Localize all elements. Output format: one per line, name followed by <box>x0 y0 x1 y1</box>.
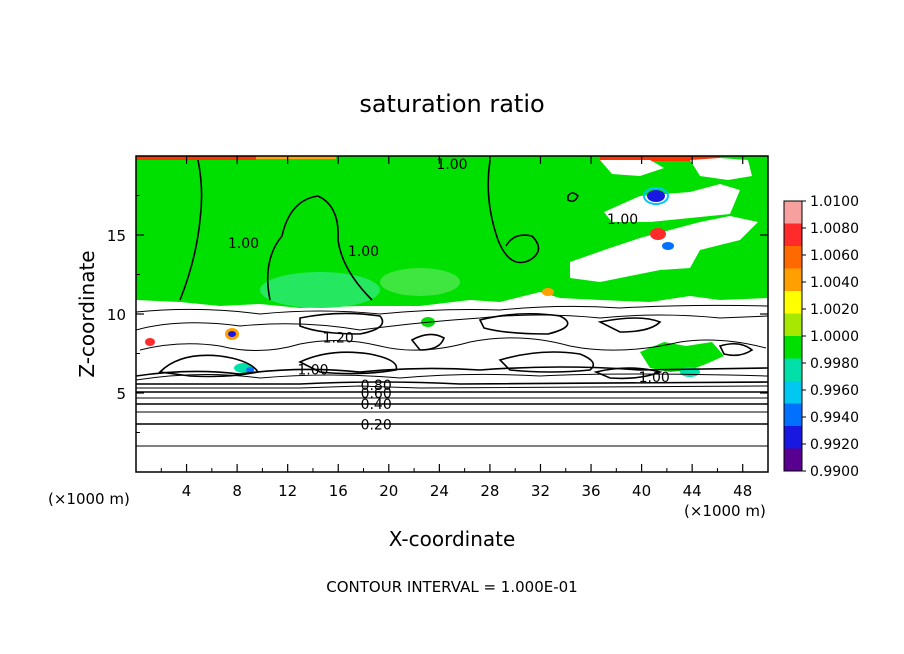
colorbar-label: 0.9980 <box>810 356 859 372</box>
red-speck-1 <box>650 228 666 240</box>
blue-speck-4 <box>246 367 254 373</box>
colorbar-swatch <box>784 403 802 427</box>
x-tick-label: 4 <box>182 482 192 500</box>
y-tick-label: 15 <box>107 227 126 245</box>
contour-line <box>593 367 663 380</box>
contour-interval-note: CONTOUR INTERVAL = 1.000E-01 <box>326 578 577 596</box>
top-edge-orange <box>256 156 336 159</box>
white-patch-2 <box>570 216 758 282</box>
contour-line <box>299 312 384 335</box>
colorbar-swatch <box>784 268 802 292</box>
colorbar-swatch <box>784 448 802 472</box>
colorbar-label: 0.9900 <box>810 464 859 480</box>
red-speck-2 <box>145 338 155 346</box>
colorbar-swatch <box>784 426 802 449</box>
colorbar-swatch <box>784 336 802 359</box>
contour-label: 1.00 <box>348 244 379 260</box>
colorbar-label: 1.0060 <box>810 248 859 264</box>
white-patch-1 <box>604 184 740 222</box>
contour-label: 0.60 <box>361 386 392 402</box>
x-axis: 4 8 12 16 20 24 28 32 36 40 44 48 <box>160 156 752 500</box>
contour-line <box>136 385 768 389</box>
x-tick-label: 32 <box>531 482 550 500</box>
y-axis: 5 10 15 <box>107 195 768 433</box>
x-tick-label: 28 <box>480 482 499 500</box>
x-tick-label: 12 <box>278 482 297 500</box>
x-tick-label: 8 <box>232 482 242 500</box>
plot-fill-layer <box>136 156 768 447</box>
contour-line <box>410 333 445 351</box>
colorbar-label: 1.0040 <box>810 275 859 291</box>
colorbar-swatch <box>784 201 802 224</box>
contour-line <box>718 342 754 357</box>
contour-line <box>597 317 662 333</box>
colorbar-swatch <box>784 381 802 404</box>
colorbar-label: 0.9940 <box>810 410 859 426</box>
light-green-patch-2 <box>380 268 460 296</box>
contour-line <box>136 381 768 385</box>
colorbar-swatch <box>784 358 802 382</box>
colorbar-label: 1.0020 <box>810 302 859 318</box>
contour-label: 1.00 <box>228 236 259 252</box>
contour-line <box>266 195 373 301</box>
colorbar-label: 0.9960 <box>810 383 859 399</box>
colorbar: 1.0100 1.0080 1.0060 1.0040 1.0020 1.0000 0.99… <box>783 194 859 480</box>
x-tick-label: 24 <box>430 482 449 500</box>
contour-line <box>136 314 768 331</box>
contour-label: 1.00 <box>639 370 670 386</box>
x-tick-label: 16 <box>329 482 348 500</box>
green-cluster-lower-right <box>640 342 724 372</box>
contour-line <box>158 354 260 378</box>
contour-label: 0.40 <box>361 397 392 413</box>
contour-labels: 1.00 1.00 1.00 1.00 1.20 1.00 1.00 0.800.600.40… <box>228 157 670 434</box>
orange-speck-2 <box>542 288 554 296</box>
contour-line <box>487 159 540 264</box>
contour-line <box>179 159 203 301</box>
x-tick-label: 48 <box>733 482 752 500</box>
colorbar-swatch <box>784 313 802 337</box>
contour-line <box>136 304 768 315</box>
white-patch-3 <box>690 158 752 180</box>
contour-line <box>478 312 569 335</box>
colorbar-label: 1.0100 <box>810 194 859 210</box>
blue-speck-3 <box>228 331 236 337</box>
y-axis-label: Z-coordinate <box>75 250 99 377</box>
cyan-speck-1 <box>643 187 669 205</box>
contour-line <box>136 366 768 377</box>
x-tick-label: 44 <box>683 482 702 500</box>
x-unit-left: (×1000 m) <box>48 490 130 508</box>
x-axis-label: X-coordinate <box>389 527 516 551</box>
colorbar-label: 1.0000 <box>810 329 859 345</box>
chart-title: saturation ratio <box>359 90 544 118</box>
colorbar-swatch <box>784 246 802 269</box>
blue-speck-1 <box>647 190 665 202</box>
top-edge-red-right <box>600 156 720 161</box>
top-edge-red <box>136 156 256 160</box>
contour-label: 0.20 <box>361 418 392 434</box>
colorbar-swatch <box>784 291 802 314</box>
y-tick-label: 5 <box>116 385 126 403</box>
contour-line <box>498 351 595 373</box>
contour-line <box>298 351 398 375</box>
contour-label: 0.80 <box>361 378 392 394</box>
contour-lines <box>136 159 768 447</box>
contour-label: 1.00 <box>607 212 638 228</box>
x-tick-label: 36 <box>581 482 600 500</box>
contour-label: 1.00 <box>297 362 328 378</box>
y-tick-label: 10 <box>107 306 126 324</box>
colorbar-label: 0.9920 <box>810 437 859 453</box>
colorbar-swatch <box>784 223 802 247</box>
colorbar-label: 1.0080 <box>810 221 859 237</box>
contour-label: 1.00 <box>436 157 467 173</box>
blue-speck-2 <box>662 242 674 250</box>
x-tick-label: 20 <box>379 482 398 500</box>
x-tick-label: 40 <box>632 482 651 500</box>
white-patch-4 <box>600 160 664 176</box>
x-unit-right: (×1000 m) <box>684 502 766 520</box>
contour-label: 1.20 <box>323 331 354 347</box>
plot-area: 1.00 1.00 1.00 1.00 1.20 1.00 1.00 0.800.600.40… <box>135 155 769 473</box>
light-green-patch <box>260 272 380 308</box>
contour-line <box>567 192 579 203</box>
